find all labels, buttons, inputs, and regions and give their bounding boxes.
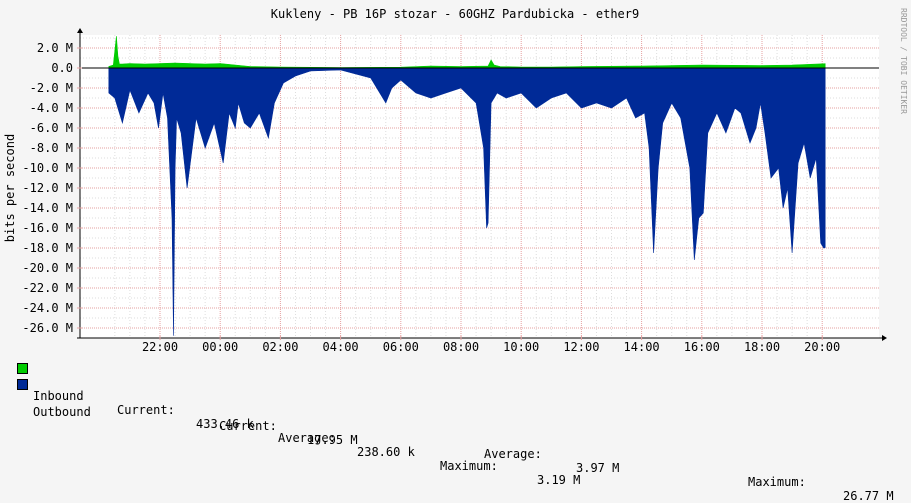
axes [77, 28, 887, 341]
y-tick-label: -14.0 M [22, 201, 73, 215]
outbound-label: Outbound [33, 405, 91, 419]
x-tick-label: 08:00 [443, 340, 479, 354]
y-tick-label: -20.0 M [22, 261, 73, 275]
y-tick-label: 2.0 M [37, 41, 73, 55]
x-tick-label: 00:00 [202, 340, 238, 354]
y-axis-label: bits per second [3, 134, 17, 242]
x-tick-label: 22:00 [142, 340, 178, 354]
outbound-current-value: 17.95 M [307, 433, 358, 447]
grid-lines [80, 35, 879, 339]
x-tick-label: 12:00 [563, 340, 599, 354]
y-tick-label: -24.0 M [22, 301, 73, 315]
rrdtool-watermark: RRDTOOL / TOBI OETIKER [899, 8, 908, 114]
inbound-maximum-label: Maximum: [440, 459, 498, 473]
x-tick-label: 16:00 [684, 340, 720, 354]
x-axis-arrow [882, 335, 887, 341]
traffic-chart: Kukleny - PB 16P stozar - 60GHZ Pardubic… [3, 7, 908, 354]
y-axis-arrow [77, 28, 83, 33]
x-tick-label: 06:00 [383, 340, 419, 354]
outbound-swatch [17, 379, 28, 390]
legend-inbound: Inbound Current: 433.46 k Average: 238.6… [0, 361, 580, 487]
outbound-current-label: Current: [219, 419, 277, 433]
inbound-average-value: 238.60 k [357, 445, 415, 459]
outbound-average-label: Average: [484, 447, 542, 461]
chart-title: Kukleny - PB 16P stozar - 60GHZ Pardubic… [271, 7, 639, 21]
legend-outbound: Outbound Current: 17.95 M Average: 3.97 … [0, 377, 894, 503]
outbound-maximum-value: 26.77 M [843, 489, 894, 503]
y-tick-label: -16.0 M [22, 221, 73, 235]
x-tick-label: 10:00 [503, 340, 539, 354]
x-tick-label: 18:00 [744, 340, 780, 354]
y-tick-label: -12.0 M [22, 181, 73, 195]
x-tick-label: 02:00 [262, 340, 298, 354]
y-tick-label: 0.0 [51, 61, 73, 75]
x-tick-labels: 22:00 00:00 02:00 04:00 06:00 08:00 10:00 12:00… [142, 336, 840, 354]
inbound-swatch [17, 363, 28, 374]
y-tick-label: -26.0 M [22, 321, 73, 335]
y-tick-label: -8.0 M [30, 141, 73, 155]
inbound-maximum-value: 3.19 M [537, 473, 581, 487]
x-tick-label: 20:00 [804, 340, 840, 354]
y-tick-labels: 2.0 M 0.0 -2.0 M -4.0 M -6.0 M -8.0 M -10.0 M -… [22, 41, 82, 335]
y-tick-label: -22.0 M [22, 281, 73, 295]
y-tick-label: -18.0 M [22, 241, 73, 255]
outbound-maximum-label: Maximum: [748, 475, 806, 489]
y-tick-label: -4.0 M [30, 101, 73, 115]
y-tick-label: -10.0 M [22, 161, 73, 175]
outbound-average-value: 3.97 M [576, 461, 620, 475]
y-tick-label: -6.0 M [30, 121, 73, 135]
x-tick-label: 04:00 [323, 340, 359, 354]
series-area-outbound [108, 67, 826, 336]
y-tick-label: -2.0 M [30, 81, 73, 95]
inbound-current-label: Current: [117, 403, 175, 417]
x-tick-label: 14:00 [624, 340, 660, 354]
inbound-label: Inbound [33, 389, 84, 403]
